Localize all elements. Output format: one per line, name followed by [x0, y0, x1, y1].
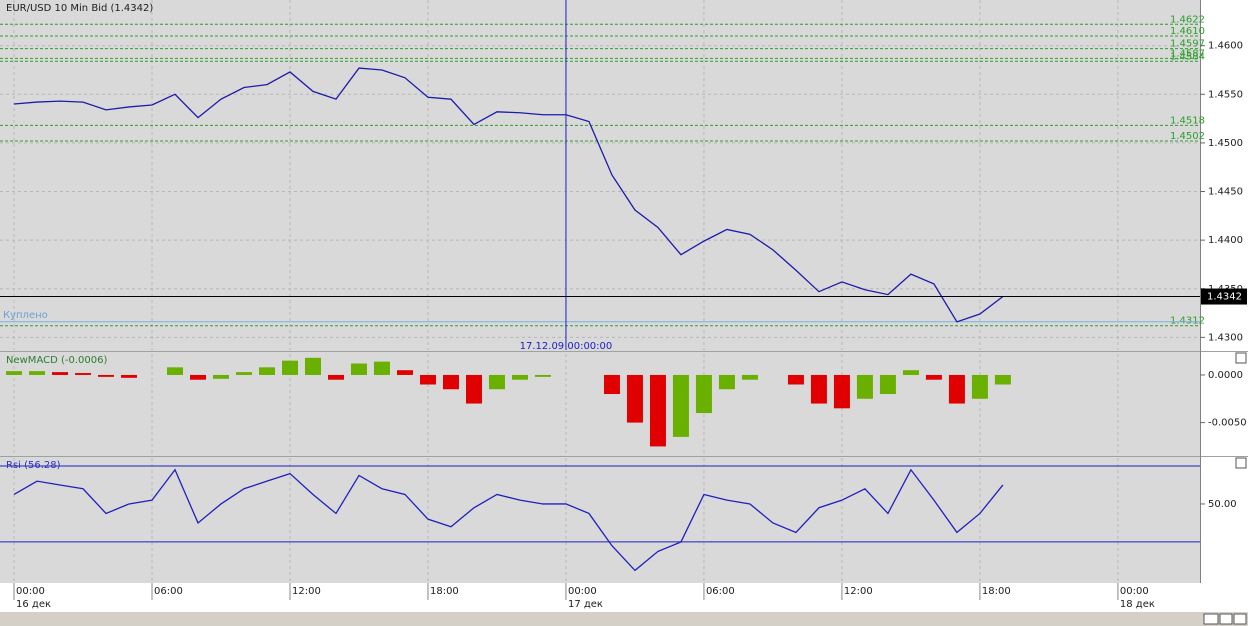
- y-tick-label: 1.4450: [1208, 187, 1243, 198]
- histogram-bar: [98, 374, 115, 377]
- date-label: 16 дек: [16, 599, 51, 610]
- histogram-bar: [741, 374, 758, 380]
- x-tick-label: 12:00: [292, 586, 321, 597]
- histogram-bar: [373, 361, 390, 375]
- histogram-bar: [304, 357, 321, 375]
- y-tick-label: 0.0000: [1208, 370, 1243, 381]
- y-tick-label: -0.0050: [1208, 418, 1247, 429]
- price-line: [13, 67, 1004, 323]
- close-panel[interactable]: [1235, 352, 1247, 364]
- scroll-button[interactable]: [1233, 613, 1247, 625]
- histogram-bar: [190, 374, 207, 380]
- chart-layer: 00:00 06:00 12:00 18:00 00:00 06:00 12:00 18:00…: [0, 0, 1247, 610]
- level-label: 1.4312: [1170, 316, 1205, 327]
- scroll-button[interactable]: [1203, 613, 1219, 625]
- y-tick-label: 1.4500: [1208, 138, 1243, 149]
- histogram-bar: [488, 374, 505, 390]
- x-tick-label: 00:00: [568, 586, 597, 597]
- y-tick-label: 1.4550: [1208, 89, 1243, 100]
- histogram-bar: [52, 372, 69, 375]
- x-tick-label: 06:00: [706, 586, 735, 597]
- level-label: 1.4610: [1170, 26, 1205, 37]
- level-label: 1.4622: [1170, 14, 1205, 25]
- chart-title: EUR/USD 10 Min Bid (1.4342): [6, 3, 153, 14]
- histogram-bar: [281, 360, 298, 375]
- bought-label: Куплено: [3, 310, 48, 321]
- histogram-bar: [649, 374, 666, 447]
- level-label: 1.4597: [1170, 39, 1205, 50]
- histogram-bar: [626, 374, 643, 423]
- histogram-bar: [603, 374, 620, 395]
- x-tick-label: 18:00: [430, 586, 459, 597]
- histogram-bar: [213, 374, 230, 379]
- histogram-bar: [327, 374, 344, 380]
- macd-title: NewMACD (-0.0006): [6, 355, 107, 366]
- histogram-bar: [511, 374, 528, 380]
- histogram-bar: [856, 374, 873, 399]
- histogram-bar: [948, 374, 965, 404]
- histogram-bar: [236, 372, 253, 375]
- histogram-bar: [925, 374, 942, 380]
- y-tick-label: 50.00: [1208, 499, 1237, 510]
- histogram-bar: [787, 374, 804, 385]
- histogram-bar: [419, 374, 436, 385]
- histogram-bar: [465, 374, 482, 404]
- x-tick-label: 18:00: [982, 586, 1011, 597]
- histogram-bar: [29, 371, 46, 375]
- histogram-bar: [718, 374, 735, 390]
- x-tick-label: 06:00: [154, 586, 183, 597]
- time-axis: [0, 583, 1248, 612]
- histogram-bar: [695, 374, 712, 414]
- plot-background: [0, 0, 1200, 583]
- histogram-bar: [6, 371, 23, 375]
- y-tick-label: 1.4600: [1208, 41, 1243, 52]
- crosshair-label: 17.12.09 00:00:00: [520, 341, 613, 352]
- x-tick-label: 00:00: [1120, 586, 1149, 597]
- histogram-bar: [879, 374, 896, 395]
- histogram-bar: [167, 367, 184, 375]
- level-label: 1.4502: [1170, 131, 1205, 142]
- histogram-bar: [350, 363, 367, 375]
- histogram-bar: [833, 374, 850, 409]
- current-price-box: [1201, 288, 1247, 305]
- histogram-bar: [121, 374, 138, 378]
- y-tick-label: 1.4300: [1208, 332, 1243, 343]
- x-tick-label: 12:00: [844, 586, 873, 597]
- histogram-bar: [75, 373, 92, 375]
- histogram-bar: [258, 367, 275, 375]
- histogram-bar: [810, 374, 827, 404]
- histogram-bar: [442, 374, 459, 390]
- x-tick-label: 00:00: [16, 586, 45, 597]
- date-label: 18 дек: [1120, 599, 1155, 610]
- level-label: 1.4584: [1170, 51, 1205, 62]
- scroll-button[interactable]: [1219, 613, 1233, 625]
- histogram-bar: [971, 374, 988, 399]
- level-label: 1.4518: [1170, 115, 1205, 126]
- date-label: 17 дек: [568, 599, 603, 610]
- scrollbar[interactable]: [0, 612, 1248, 626]
- y-tick-label: 1.4400: [1208, 235, 1243, 246]
- histogram-bar: [994, 374, 1011, 385]
- histogram-bar: [672, 374, 689, 437]
- histogram-bar: [396, 370, 413, 375]
- rsi-title: Rsi (56.28): [6, 460, 61, 471]
- current-price-label: 1.4342: [1207, 292, 1242, 303]
- price-line: [13, 468, 1004, 572]
- histogram-bar: [534, 374, 551, 377]
- histogram-bar: [902, 370, 919, 375]
- close-panel[interactable]: [1235, 457, 1247, 469]
- level-label: 1.4587: [1170, 48, 1205, 59]
